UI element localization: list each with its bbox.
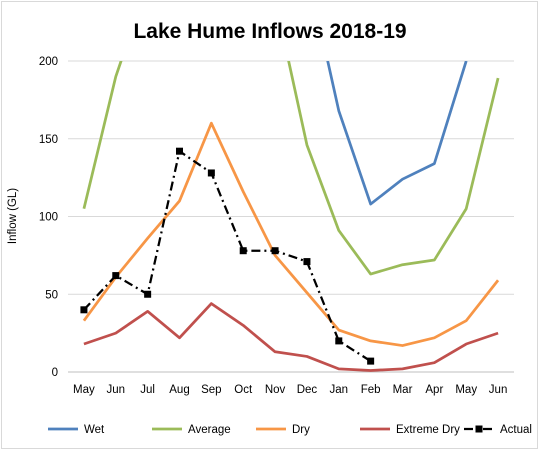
data-point-actual [335,337,343,345]
legend-label-actual: Actual [500,424,532,436]
legend: Wet Average Dry Extreme Dry Actual [48,424,532,436]
data-point-actual [367,357,375,365]
chart-title: Lake Hume Inflows 2018-19 [133,20,406,43]
series-line-wet [326,61,468,206]
x-tick-label: Sep [201,384,221,396]
x-tick-label: Aug [169,384,189,396]
x-tick-label: Dec [297,384,318,396]
x-tick-labels: May Jun Jul Aug Sep Oct Nov Dec Jan Feb Mar Apr May J… [73,384,507,396]
series-line-average [82,61,123,210]
legend-label-wet: Wet [84,424,105,436]
y-tick-label: 50 [45,289,58,301]
legend-label-extreme-dry: Extreme Dry [396,424,460,436]
legend-label-dry: Dry [292,424,310,436]
y-tick-label: 100 [39,212,58,224]
series-line-average [287,61,500,276]
x-tick-label: Jun [107,384,126,396]
series-line-extreme-dry [83,302,499,372]
x-tick-label: Jan [330,384,349,396]
x-tick-label: May [73,384,95,396]
gridlines [68,60,514,373]
x-tick-label: Apr [425,384,443,396]
x-tick-label: Nov [265,384,286,396]
data-point-actual [271,247,279,255]
series-line-dry [82,121,500,347]
y-tick-label: 150 [39,134,58,146]
y-axis-label: Inflow (GL) [7,188,19,244]
y-tick-labels: 0 50 100 150 200 [39,56,58,379]
data-point-actual [112,272,120,280]
legend-marker-actual [475,425,483,433]
series-line-actual [83,150,372,363]
data-point-actual [207,169,215,177]
data-point-actual [239,247,247,255]
x-tick-label: Mar [393,384,413,396]
x-tick-label: Jul [140,384,155,396]
y-tick-label: 0 [52,367,58,379]
x-tick-label: Oct [234,384,253,396]
x-tick-label: Jun [489,384,508,396]
x-tick-label: Feb [361,384,381,396]
x-tick-label: May [455,384,477,396]
data-point-actual [176,147,183,155]
y-tick-label: 200 [39,56,58,68]
data-point-actual [144,290,152,298]
data-point-actual [303,258,311,266]
legend-label-average: Average [188,424,231,436]
plot-area [80,61,500,372]
data-point-actual [80,306,88,314]
